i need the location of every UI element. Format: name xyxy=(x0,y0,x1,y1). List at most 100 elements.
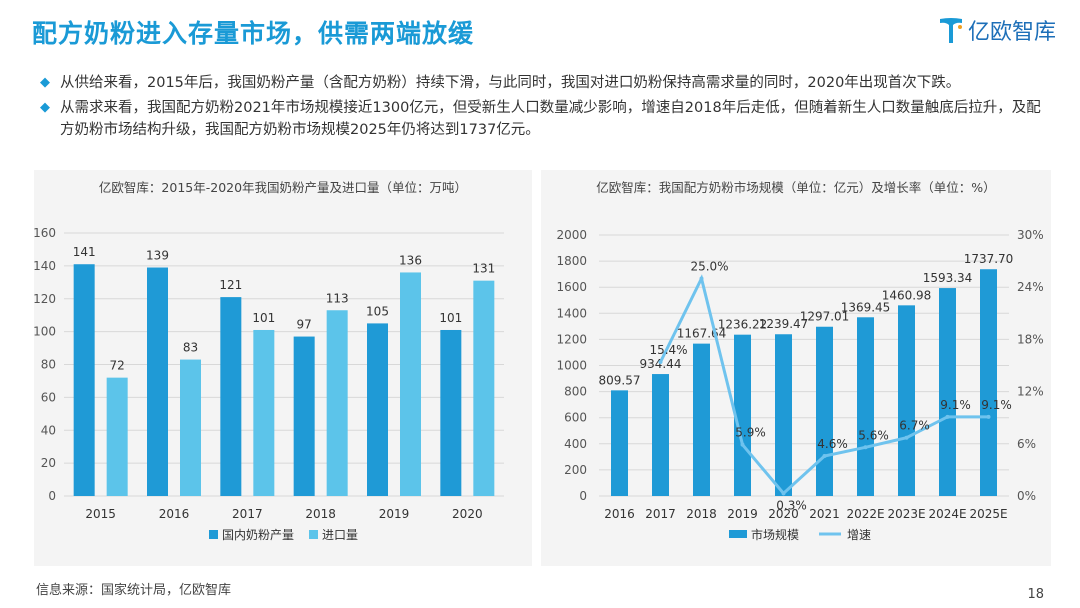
x-tick-label: 2024E xyxy=(928,507,966,521)
bar-production xyxy=(440,329,462,496)
y2-tick-label: 6% xyxy=(1017,437,1036,451)
x-tick-label: 2019 xyxy=(727,507,758,521)
data-label: 1460.98 xyxy=(882,288,932,302)
legend-label: 国内奶粉产量 xyxy=(222,528,294,542)
bar-market-size xyxy=(775,334,792,496)
data-label: 1236.22 xyxy=(718,318,768,332)
growth-label: 15.4% xyxy=(649,343,687,357)
x-tick-label: 2020 xyxy=(452,507,483,521)
x-tick-label: 2017 xyxy=(232,507,263,521)
y2-tick-label: 24% xyxy=(1017,280,1044,294)
y-tick-label: 400 xyxy=(564,437,587,451)
bar-market-size xyxy=(857,317,874,496)
x-tick-label: 2019 xyxy=(379,507,410,521)
bar-market-size xyxy=(652,374,669,496)
legend-label: 进口量 xyxy=(322,528,358,542)
growth-point xyxy=(986,414,991,419)
x-tick-label: 2018 xyxy=(305,507,336,521)
bar-market-size xyxy=(734,334,751,496)
y-tick-label: 600 xyxy=(564,411,587,425)
bar-market-size xyxy=(693,343,710,496)
bar-market-size xyxy=(611,390,628,496)
data-label: 83 xyxy=(183,341,198,355)
bar-production xyxy=(73,264,95,496)
growth-point xyxy=(822,453,827,458)
bullet-text: 从需求来看，我国配方奶粉2021年市场规模接近1300亿元，但受新生人口数量减少… xyxy=(60,100,1041,138)
data-label: 105 xyxy=(366,304,389,318)
y-tick-label: 2000 xyxy=(556,228,587,242)
y-tick-label: 0 xyxy=(579,489,587,503)
y-tick-label: 1600 xyxy=(556,280,587,294)
bar-import xyxy=(400,272,421,496)
y2-tick-label: 0% xyxy=(1017,489,1036,503)
production-import-chart: 亿欧智库：2015年-2020年我国奶粉产量及进口量（单位：万吨） 0 20 40 60… xyxy=(34,180,504,542)
bar-production xyxy=(147,267,168,496)
bar-production xyxy=(293,336,315,496)
y-tick-label: 160 xyxy=(34,226,56,240)
chart-panel-production: 亿欧智库：2015年-2020年我国奶粉产量及进口量（单位：万吨） 0 20 40 60… xyxy=(34,170,532,566)
bar-import xyxy=(253,329,275,496)
data-label: 1239.47 xyxy=(759,317,809,331)
bar-import xyxy=(180,359,201,496)
growth-point xyxy=(781,491,786,496)
page-number: 18 xyxy=(1027,587,1044,602)
data-label: 1593.34 xyxy=(923,271,973,285)
data-label: 101 xyxy=(439,311,462,325)
y-tick-label: 200 xyxy=(564,463,587,477)
y-tick-label: 0 xyxy=(48,489,56,503)
x-tick-label: 2018 xyxy=(686,507,717,521)
y-tick-label: 80 xyxy=(41,358,56,372)
logo-mark-icon xyxy=(939,18,962,43)
page-title: 配方奶粉进入存量市场，供需两端放缓 xyxy=(32,19,475,48)
logo-text: 亿欧智库 xyxy=(967,20,1056,45)
x-tick-label: 2020 xyxy=(768,507,799,521)
bar-market-size xyxy=(980,269,997,496)
chart-title: 亿欧智库：我国配方奶粉市场规模（单位：亿元）及增长率（单位：%） xyxy=(596,180,995,195)
data-label: 121 xyxy=(219,278,242,292)
x-tick-label: 2022E xyxy=(846,507,884,521)
data-label: 934.44 xyxy=(640,357,682,371)
x-tick-label: 2023E xyxy=(887,507,925,521)
x-tick-label: 2016 xyxy=(604,507,635,521)
y-tick-label: 1800 xyxy=(556,254,587,268)
diamond-icon: ◆ xyxy=(40,100,50,115)
chart-panel-market: 亿欧智库：我国配方奶粉市场规模（单位：亿元）及增长率（单位：%） 0 200 400 6… xyxy=(541,170,1051,566)
bullet-text: 从供给来看，2015年后，我国奶粉产量（含配方奶粉）持续下滑，与此同时，我国对进… xyxy=(60,75,961,91)
data-label: 139 xyxy=(146,249,169,263)
data-label: 101 xyxy=(252,311,275,325)
y2-tick-label: 30% xyxy=(1017,228,1044,242)
growth-label: 5.9% xyxy=(735,426,766,440)
y-tick-label: 800 xyxy=(564,385,587,399)
y-tick-label: 1200 xyxy=(556,332,587,346)
market-size-chart: 亿欧智库：我国配方奶粉市场规模（单位：亿元）及增长率（单位：%） 0 200 400 6… xyxy=(556,180,1044,542)
diamond-icon: ◆ xyxy=(40,75,50,90)
bar-import xyxy=(106,377,128,496)
bar-import xyxy=(326,310,348,496)
y-tick-label: 60 xyxy=(41,390,56,404)
chart-title: 亿欧智库：2015年-2020年我国奶粉产量及进口量（单位：万吨） xyxy=(99,180,467,195)
growth-point xyxy=(658,360,663,365)
y-tick-label: 1400 xyxy=(556,306,587,320)
bullet-demand: ◆ 从需求来看，我国配方奶粉2021年市场规模接近1300亿元，但受新生人口数量… xyxy=(40,97,1050,141)
data-label: 1737.70 xyxy=(964,252,1014,266)
legend-label: 市场规模 xyxy=(751,527,799,542)
growth-point xyxy=(904,435,909,440)
bullet-supply: ◆ 从供给来看，2015年后，我国奶粉产量（含配方奶粉）持续下滑，与此同时，我国… xyxy=(40,72,1050,94)
x-tick-label: 2025E xyxy=(969,507,1007,521)
logo: 亿欧智库 xyxy=(938,14,1056,46)
data-label: 113 xyxy=(326,291,349,305)
legend-swatch xyxy=(209,530,218,539)
y-tick-label: 20 xyxy=(41,456,56,470)
data-label: 141 xyxy=(73,245,96,259)
bar-market-size xyxy=(816,326,833,496)
bullet-list: ◆ 从供给来看，2015年后，我国奶粉产量（含配方奶粉）持续下滑，与此同时，我国… xyxy=(40,72,1050,144)
data-label: 97 xyxy=(297,318,312,332)
bar-import xyxy=(473,280,495,496)
growth-label: 0.3% xyxy=(776,498,807,512)
bar-market-size xyxy=(898,305,915,496)
growth-point xyxy=(740,442,745,447)
source-note: 信息来源：国家统计局，亿欧智库 xyxy=(36,583,232,598)
data-label: 1297.01 xyxy=(800,310,850,324)
legend-swatch xyxy=(729,530,747,538)
y2-tick-label: 12% xyxy=(1017,385,1044,399)
